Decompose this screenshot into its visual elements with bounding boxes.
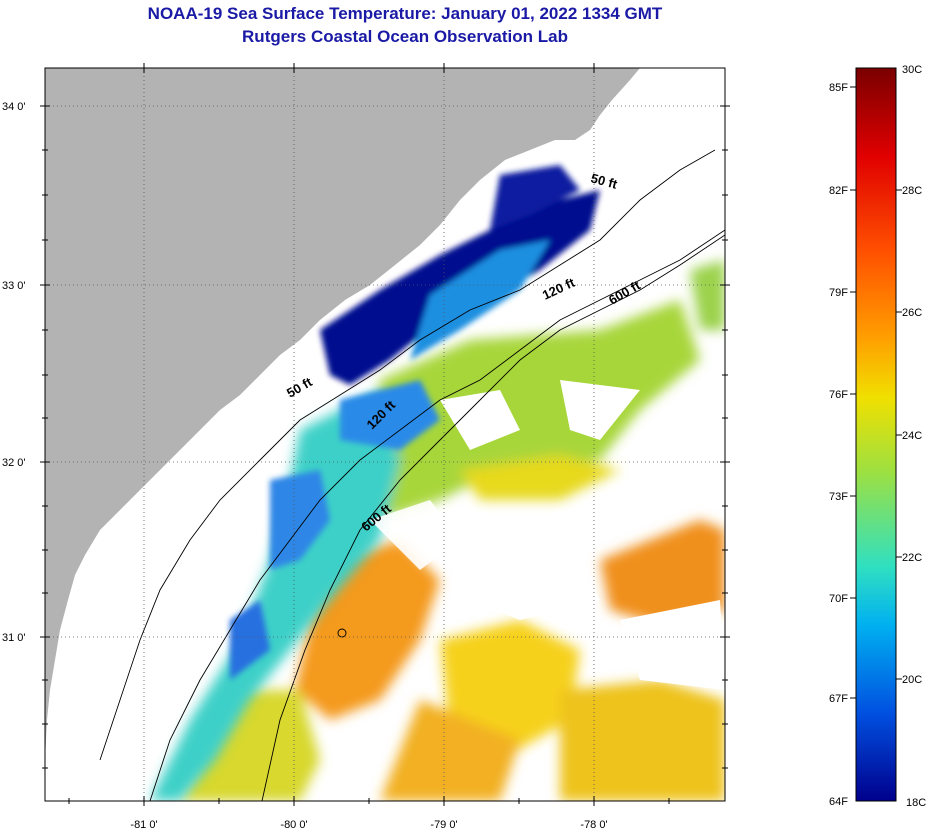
colorbar-c-20: 20C	[902, 674, 922, 686]
colorbar-c-24: 24C	[902, 430, 922, 442]
graticule	[45, 68, 725, 801]
colorbar-f-82: 82F	[829, 185, 848, 197]
colorbar-f-85: 85F	[829, 82, 848, 94]
isobath-contours	[99, 149, 725, 801]
lon-label-80: -80 0'	[280, 819, 307, 831]
longitude-labels: -81 0' -80 0' -79 0' -78 0'	[130, 819, 607, 831]
lat-label-31: 31 0'	[2, 632, 26, 644]
lat-label-33: 33 0'	[2, 280, 26, 292]
map-subtitle: Rutgers Coastal Ocean Observation Lab	[242, 27, 568, 46]
colorbar-c-22: 22C	[902, 552, 922, 564]
colorbar-c-28: 28C	[902, 185, 922, 197]
colorbar-f-73: 73F	[829, 491, 848, 503]
latitude-labels: 34 0' 33 0' 32 0' 31 0'	[2, 101, 26, 644]
lon-label-78: -78 0'	[580, 819, 607, 831]
map-area: 50 ft 120 ft 600 ft 50 ft 120 ft 600 ft	[45, 68, 725, 801]
colorbar-f-67: 67F	[829, 693, 848, 705]
colorbar-c-18: 18C	[906, 797, 926, 809]
colorbar-f-64: 64F	[829, 796, 848, 808]
contour-label-50ft-north: 50 ft	[589, 170, 619, 192]
colorbar-gradient	[855, 67, 897, 802]
lon-label-79: -79 0'	[430, 819, 457, 831]
map-frame	[44, 67, 726, 802]
lat-label-32: 32 0'	[2, 457, 26, 469]
land-mass	[45, 68, 640, 760]
sst-field	[150, 165, 725, 801]
colorbar-f-70: 70F	[829, 593, 848, 605]
axis-ticks	[40, 63, 730, 806]
colorbar-f-79: 79F	[829, 287, 848, 299]
colorbar-c-26: 26C	[902, 307, 922, 319]
colorbar-f-76: 76F	[829, 389, 848, 401]
lon-label-81: -81 0'	[130, 819, 157, 831]
lat-label-34: 34 0'	[2, 101, 26, 113]
colorbar-c-30: 30C	[902, 64, 922, 76]
map-title: NOAA-19 Sea Surface Temperature: January…	[147, 4, 663, 23]
temperature-colorbar: 85F 82F 79F 76F 73F 70F 67F 64F 30C 28C …	[829, 64, 926, 809]
